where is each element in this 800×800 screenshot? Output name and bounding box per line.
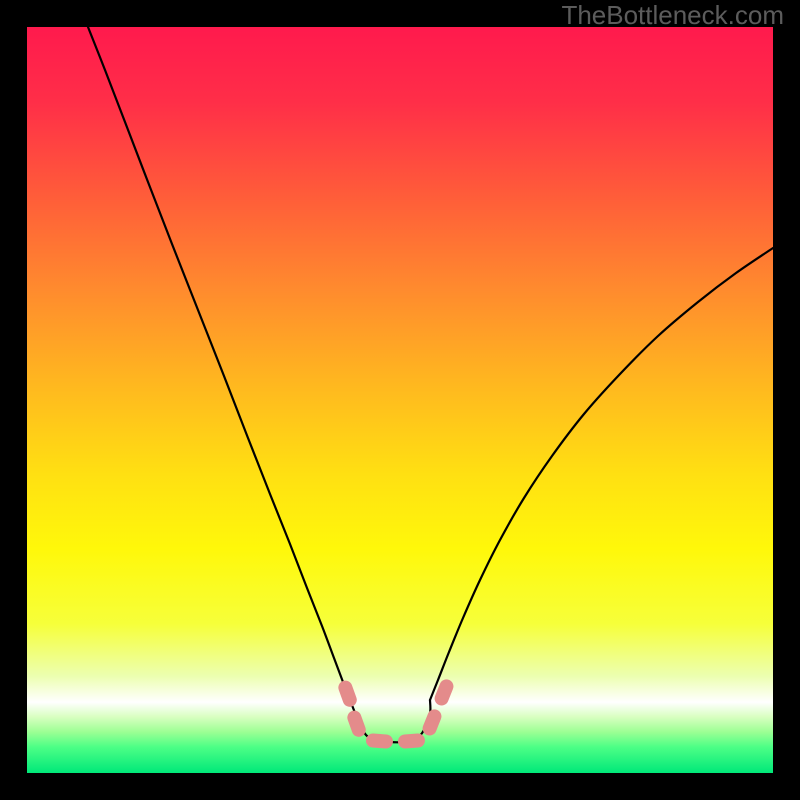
pink-segment-2 [365,733,393,749]
plot-area [27,27,773,773]
pink-segment-3 [397,733,425,749]
watermark-text: TheBottleneck.com [561,0,784,31]
outer-frame: TheBottleneck.com [0,0,800,800]
